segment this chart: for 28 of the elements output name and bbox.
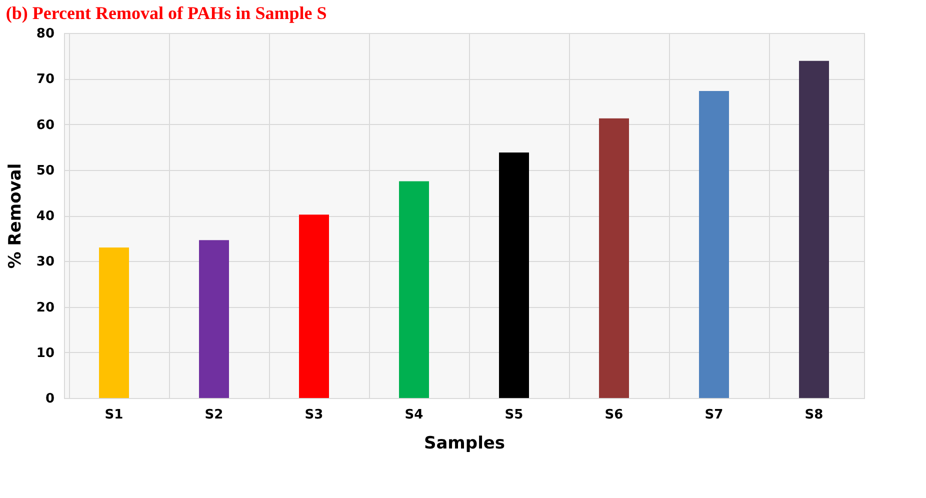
x-tick-label: S3 xyxy=(304,408,324,422)
y-axis-title: % Removal xyxy=(5,163,26,269)
bar xyxy=(99,247,129,398)
bar xyxy=(499,152,529,398)
bar xyxy=(199,240,229,398)
bar xyxy=(599,118,629,398)
y-tick-label: 50 xyxy=(36,163,54,178)
x-tick-label: S8 xyxy=(804,408,824,422)
bar xyxy=(399,181,429,398)
x-tick-label: S5 xyxy=(504,408,524,422)
y-tick-label: 70 xyxy=(36,72,54,88)
bar xyxy=(799,60,829,398)
y-tick-label: 30 xyxy=(36,254,54,270)
x-tick-label: S2 xyxy=(204,408,224,422)
x-tick-label: S6 xyxy=(604,408,624,422)
y-tick-label: 60 xyxy=(36,118,54,133)
bar xyxy=(699,90,729,398)
x-tick-label: S7 xyxy=(704,408,724,422)
bar xyxy=(299,214,329,398)
y-tick-label: 20 xyxy=(36,300,54,316)
y-tick-label: 40 xyxy=(36,209,54,224)
x-axis-title: Samples xyxy=(424,434,506,454)
y-tick-label: 10 xyxy=(36,346,54,361)
y-tick-label: 0 xyxy=(45,392,54,406)
y-tick-label: 80 xyxy=(36,26,54,42)
x-tick-label: S4 xyxy=(404,408,424,422)
chart-title: (b) Percent Removal of PAHs in Sample S xyxy=(6,3,327,23)
x-tick-label: S1 xyxy=(104,408,124,422)
